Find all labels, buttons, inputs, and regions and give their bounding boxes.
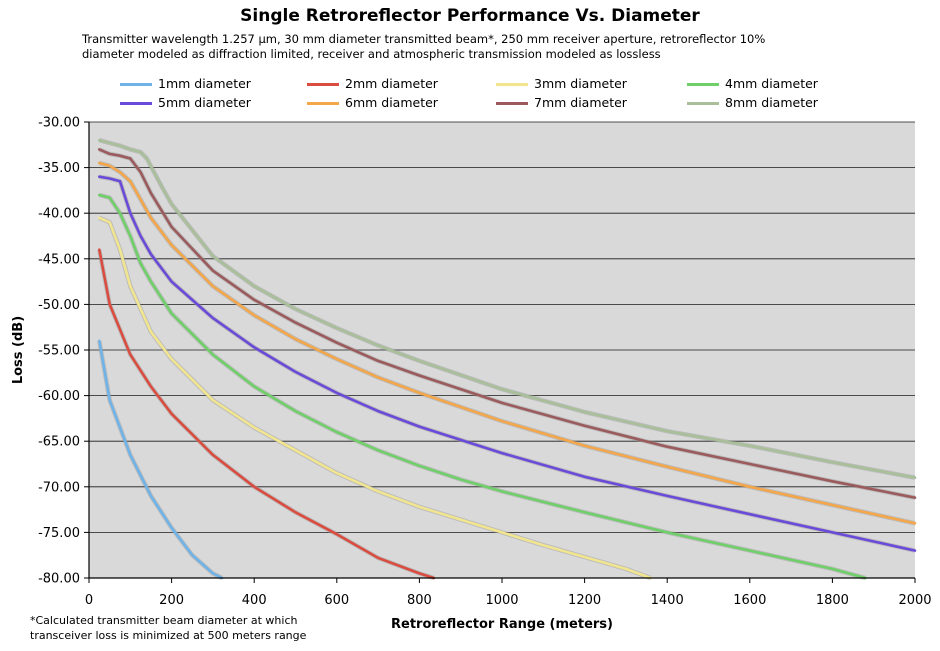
x-tick-label: 1600	[733, 593, 766, 608]
x-tick-label: 800	[407, 593, 432, 608]
y-tick-label: -35.00	[38, 161, 80, 176]
series-line-7	[98, 148, 917, 500]
legend-label: 7mm diameter	[534, 95, 627, 110]
x-tick-label: 0	[85, 593, 93, 608]
y-tick-label: -60.00	[38, 389, 80, 404]
series-lines	[97, 138, 917, 581]
y-tick-label: -55.00	[38, 344, 80, 359]
chart-subtitle: Transmitter wavelength 1.257 μm, 30 mm d…	[82, 32, 882, 62]
legend-swatch	[307, 102, 339, 105]
legend-label: 2mm diameter	[345, 76, 438, 91]
x-tick-label: 1200	[568, 593, 601, 608]
legend-label: 8mm diameter	[725, 95, 818, 110]
legend-swatch	[496, 83, 528, 86]
y-tick-label: -40.00	[38, 207, 80, 222]
y-tick-label: -50.00	[38, 298, 80, 313]
legend-label: 5mm diameter	[158, 95, 251, 110]
x-tick-label: 1000	[485, 593, 518, 608]
legend-swatch	[496, 102, 528, 105]
legend-label: 1mm diameter	[158, 76, 251, 91]
y-tick-label: -80.00	[38, 572, 80, 587]
x-axis-ticks: 0 200 400 600 800 1000 1200 1400 1600 1800 2000	[85, 578, 932, 608]
legend-swatch	[120, 83, 152, 86]
y-axis-label: Loss (dB)	[11, 316, 26, 384]
y-tick-label: -75.00	[38, 526, 80, 541]
series-line-8	[98, 138, 917, 480]
y-tick-label: -70.00	[38, 480, 80, 495]
x-tick-label: 1400	[651, 593, 684, 608]
x-tick-label: 1800	[816, 593, 849, 608]
series-line-3	[98, 216, 653, 580]
subtitle-line-1: Transmitter wavelength 1.257 μm, 30 mm d…	[82, 32, 766, 46]
series-line-6	[98, 161, 917, 525]
legend-swatch	[687, 102, 719, 105]
y-axis-ticks: -30.00 -35.00 -40.00 -45.00 -50.00 -55.00 -60.…	[38, 116, 89, 587]
footnote: *Calculated transmitter beam diameter at…	[30, 613, 306, 643]
footnote-line-2: transceiver loss is minimized at 500 met…	[30, 629, 307, 642]
legend-label: 6mm diameter	[345, 95, 438, 110]
legend-swatch	[687, 83, 719, 86]
legend-swatch	[120, 102, 152, 105]
legend-label: 4mm diameter	[725, 76, 818, 91]
footnote-line-1: *Calculated transmitter beam diameter at…	[30, 614, 298, 627]
x-tick-label: 2000	[898, 593, 931, 608]
y-tick-label: -45.00	[38, 252, 80, 267]
series-line-2	[98, 248, 436, 580]
x-tick-label: 200	[159, 593, 184, 608]
series-line-5	[98, 175, 917, 552]
x-tick-label: 600	[324, 593, 349, 608]
subtitle-line-2: diameter modeled as diffraction limited,…	[82, 47, 661, 61]
y-tick-label: -30.00	[38, 116, 80, 131]
legend-label: 3mm diameter	[534, 76, 627, 91]
y-tick-label: -65.00	[38, 435, 80, 450]
chart-title: Single Retroreflector Performance Vs. Di…	[240, 6, 700, 26]
series-line-1	[98, 339, 224, 580]
x-tick-label: 400	[242, 593, 267, 608]
legend-swatch	[307, 83, 339, 86]
x-axis-label: Retroreflector Range (meters)	[391, 617, 613, 632]
series-line-4	[98, 193, 867, 580]
